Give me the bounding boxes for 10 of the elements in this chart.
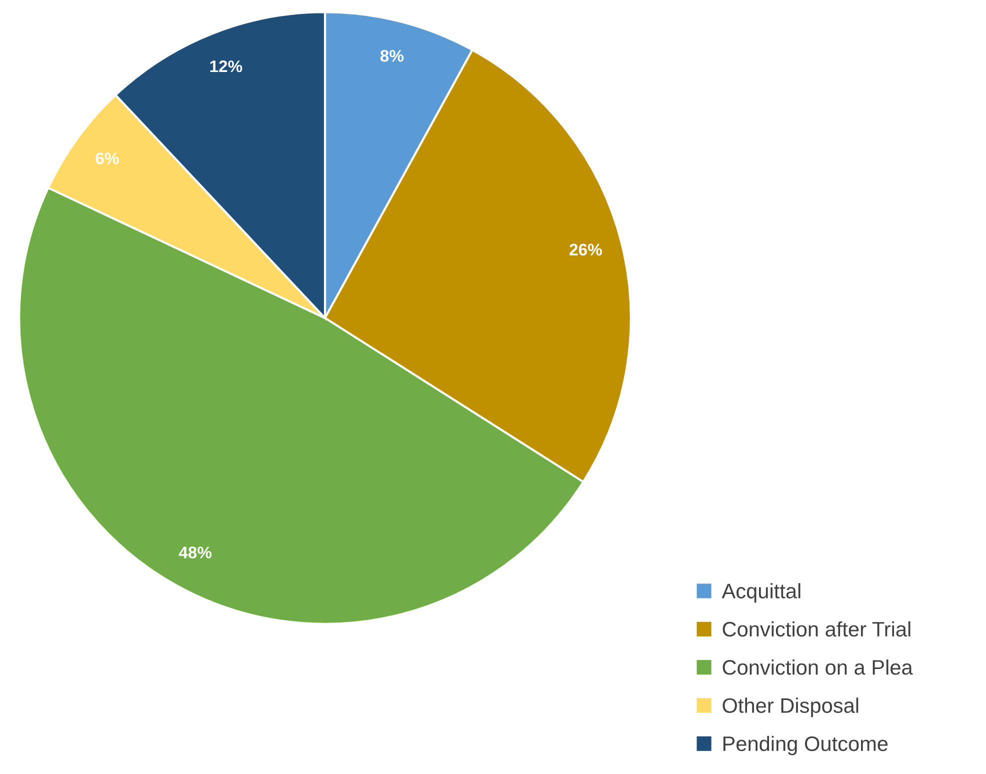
legend-label: Other Disposal — [722, 698, 858, 718]
data-label: 48% — [178, 546, 212, 558]
data-label: 6% — [96, 152, 119, 164]
legend-label: Acquittal — [722, 583, 800, 603]
legend-label: Conviction on a Plea — [722, 659, 913, 675]
data-label: 26% — [570, 244, 602, 256]
data-label: 8% — [380, 50, 404, 62]
legend-label: Pending Outcome — [723, 736, 888, 756]
legend-label: Conviction after Trial — [722, 621, 910, 637]
data-label: 12% — [210, 60, 242, 72]
